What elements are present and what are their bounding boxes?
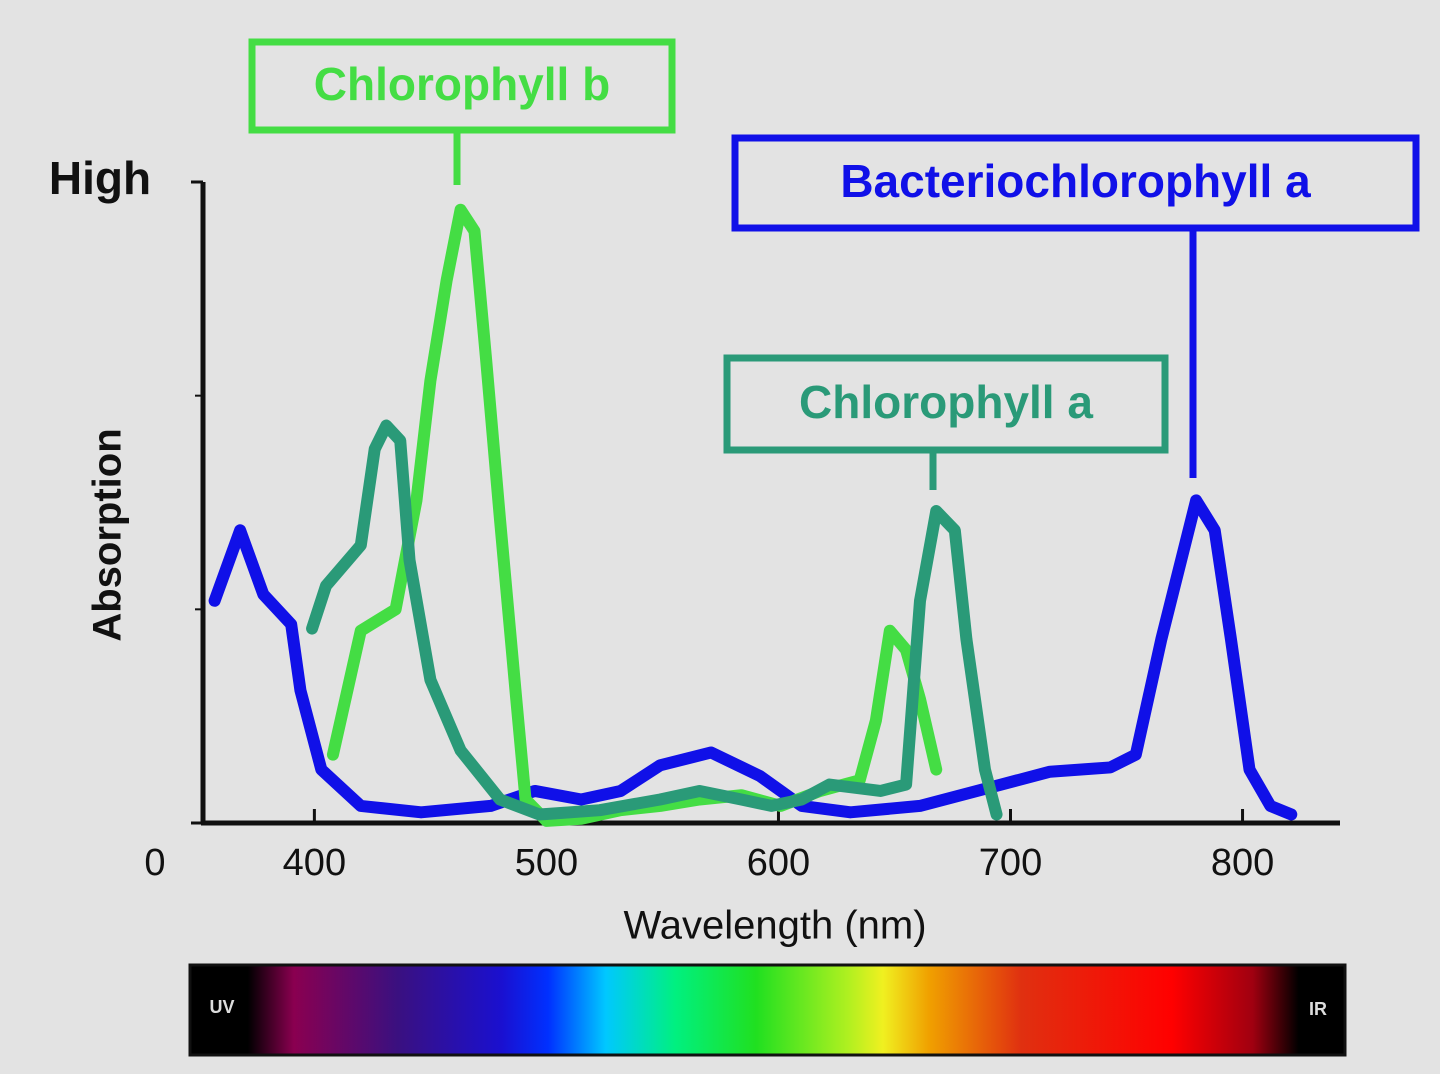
x-axis-title: Wavelength (nm) — [623, 904, 926, 948]
x-tick-label: 700 — [979, 842, 1042, 884]
legend-box — [723, 354, 1169, 454]
data-line — [326, 203, 943, 827]
legend-label: Chlorophyll b — [314, 58, 610, 110]
x-tick-label: 500 — [515, 842, 578, 884]
legend-label: Bacteriochlorophyll a — [840, 155, 1311, 207]
data-line — [306, 419, 1003, 821]
legend-label: Chlorophyll a — [799, 376, 1093, 428]
legend-box — [248, 38, 676, 134]
spectrum-bar — [188, 963, 1347, 1057]
y-tick-label: High — [49, 152, 151, 204]
y-tick-label: 0 — [144, 842, 165, 884]
y-axis-title: Absorption — [86, 428, 130, 641]
x-tick-label: 400 — [283, 842, 346, 884]
legend-box — [731, 134, 1420, 232]
x-tick-label: 600 — [747, 842, 810, 884]
x-tick-label: 800 — [1211, 842, 1274, 884]
spectrum-label: UV — [209, 997, 234, 1017]
plot-area: 400 500 600 700 800 0 High Bacteriochlorophyll … — [49, 38, 1420, 884]
spectrum-label: IR — [1309, 999, 1327, 1019]
data-line — [208, 494, 1298, 821]
